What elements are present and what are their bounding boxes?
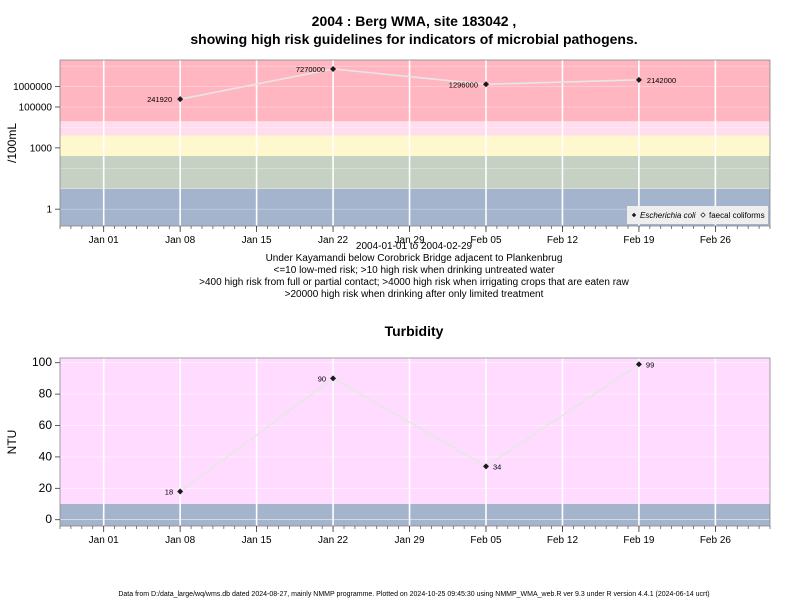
chart-title-line1: 2004 : Berg WMA, site 183042 , [312, 13, 517, 29]
data-point [635, 361, 642, 368]
y-tick-label: 100 [32, 355, 52, 369]
microbial-data-labels: 241920 7270000 1296000 2142000 [147, 65, 676, 104]
data-point [635, 76, 642, 83]
x-tick-label: Feb 26 [700, 535, 732, 546]
legend-box [627, 206, 768, 224]
legend-ecoli-label: Escherichia coli [640, 211, 696, 220]
turbidity-y-axis-label: NTU [5, 430, 19, 455]
legend-faecal-label: faecal coliforms [709, 211, 765, 220]
data-label: 99 [646, 360, 654, 369]
x-tick-label: Jan 15 [242, 535, 272, 546]
y-tick-label: 1 [46, 205, 52, 216]
x-tick-label: Feb 05 [470, 235, 502, 246]
microbial-risk-bands [60, 60, 770, 226]
data-label: 7270000 [296, 65, 325, 74]
data-label: 90 [318, 374, 326, 383]
y-tick-label: 1000 [30, 143, 53, 154]
data-label: 34 [493, 462, 501, 471]
y-tick-label: 40 [39, 449, 53, 463]
caption-risk-treatment: >20000 high risk when drinking after onl… [285, 289, 544, 300]
microbial-x-axis: Jan 01 Jan 08 Jan 15 Jan 22 Jan 29 Feb 05 Feb … [59, 226, 771, 246]
data-point [177, 488, 184, 495]
y-tick-label: 100000 [19, 103, 53, 114]
x-tick-label: Jan 22 [318, 235, 348, 246]
y-tick-label: 0 [45, 512, 52, 526]
y-tick-label: 60 [39, 418, 53, 432]
x-tick-label: Jan 15 [242, 235, 272, 246]
x-tick-label: Jan 08 [165, 535, 195, 546]
data-point [177, 96, 184, 103]
microbial-y-axis-label: /100mL [5, 123, 19, 163]
legend-faecal-marker [700, 212, 706, 218]
x-tick-label: Feb 26 [700, 235, 732, 246]
x-tick-label: Feb 12 [547, 535, 579, 546]
turbidity-bands [60, 358, 770, 526]
x-tick-label: Jan 01 [89, 535, 119, 546]
microbial-points [177, 65, 642, 103]
risk-band-3 [60, 121, 770, 136]
risk-band-0 [60, 504, 770, 526]
turbidity-data-labels: 18 90 34 99 [165, 360, 654, 496]
x-tick-label: Feb 19 [623, 535, 655, 546]
turbidity-gridlines [60, 358, 770, 526]
y-tick-label: 20 [39, 481, 53, 495]
x-tick-label: Jan 29 [395, 235, 425, 246]
caption-risk-contact: >400 high risk from full or partial cont… [199, 277, 629, 288]
series-line-0 [179, 363, 640, 493]
caption-risk-low: <=10 low-med risk; >10 high risk when dr… [274, 265, 556, 276]
microbial-series-lines [179, 68, 639, 100]
turbidity-plot-frame [59, 357, 771, 527]
risk-band-1 [60, 358, 770, 505]
data-point [330, 375, 337, 382]
data-point [483, 463, 489, 470]
data-label: 241920 [147, 95, 172, 104]
turbidity-points [177, 361, 642, 495]
turbidity-x-axis: Jan 01 Jan 08 Jan 15 Jan 22 Jan 29 Feb 05 Feb … [59, 526, 771, 546]
series-line-0 [179, 68, 639, 100]
risk-band-4 [60, 60, 770, 122]
x-tick-label: Feb 19 [623, 235, 655, 246]
x-tick-label: Jan 01 [89, 235, 119, 246]
turbidity-title: Turbidity [385, 323, 444, 339]
turbidity-series-line [179, 363, 640, 493]
turbidity-y-axis: 0 20 40 60 80 100 [32, 355, 60, 526]
x-tick-label: Jan 29 [395, 535, 425, 546]
turbidity-panel: 18 90 34 99 0 20 40 60 80 100 Jan 01 Jan 08 Jan 15… [5, 355, 771, 546]
caption-site-description: Under Kayamandi below Corobrick Bridge a… [266, 253, 563, 264]
x-tick-label: Jan 22 [318, 535, 348, 546]
data-label: 18 [165, 487, 173, 496]
microbial-plot-frame [59, 59, 771, 227]
y-tick-label: 1000000 [13, 82, 52, 93]
data-point [330, 65, 337, 72]
x-tick-label: Feb 05 [470, 535, 502, 546]
y-tick-label: 80 [39, 387, 53, 401]
microbial-y-axis: 1 1000 100000 1000000 [13, 82, 60, 216]
chart-title-line2: showing high risk guidelines for indicat… [190, 31, 637, 47]
caption-date-range: 2004-01-01 to 2004-02-29 [356, 241, 473, 252]
risk-band-1 [60, 156, 770, 189]
microbial-legend: Escherichia coli faecal coliforms [627, 206, 768, 224]
legend-ecoli-marker [631, 212, 637, 218]
footer-note: Data from D:/data_large/wq/wms.db dated … [118, 591, 709, 598]
risk-band-2 [60, 135, 770, 157]
x-tick-label: Jan 08 [165, 235, 195, 246]
data-point [483, 81, 489, 88]
data-label: 1296000 [449, 80, 478, 89]
x-tick-label: Feb 12 [547, 235, 579, 246]
data-label: 2142000 [647, 76, 676, 85]
